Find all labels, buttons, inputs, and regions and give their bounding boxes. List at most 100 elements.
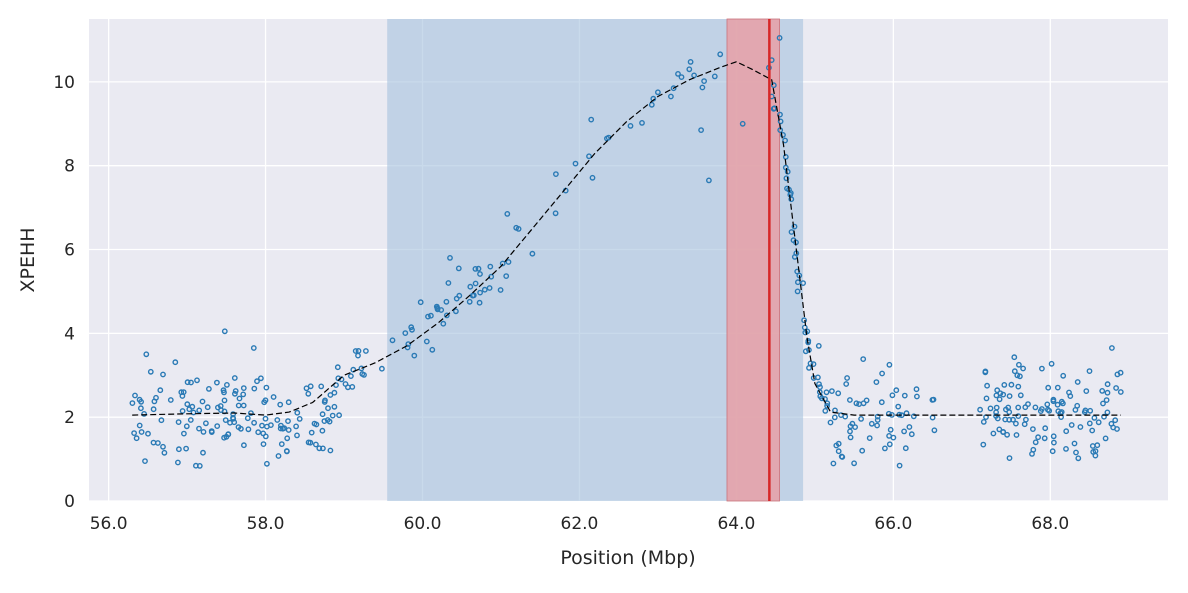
data-point — [990, 430, 997, 437]
data-point — [802, 348, 809, 355]
data-point — [699, 84, 706, 91]
data-point — [824, 402, 830, 409]
data-point — [200, 449, 206, 456]
data-point — [1004, 431, 1010, 438]
data-point — [1015, 413, 1022, 419]
data-point — [1032, 439, 1039, 446]
data-point — [402, 330, 409, 336]
data-point — [801, 317, 807, 324]
trend-line — [132, 61, 1121, 416]
data-point — [795, 279, 801, 286]
data-point — [133, 435, 140, 442]
data-point — [788, 196, 795, 203]
data-point — [1030, 426, 1036, 432]
data-point — [1109, 345, 1115, 351]
data-point — [856, 401, 862, 407]
data-point — [889, 392, 896, 399]
y-tick-label: 4 — [64, 324, 75, 344]
data-point — [254, 378, 260, 385]
data-point — [997, 390, 1004, 397]
data-point — [447, 254, 453, 261]
data-point — [890, 434, 897, 441]
data-point — [158, 417, 165, 424]
data-point — [389, 337, 396, 344]
data-point — [188, 379, 194, 386]
data-point — [325, 405, 331, 412]
data-point — [1086, 368, 1093, 374]
data-point — [344, 384, 351, 391]
data-point — [167, 397, 174, 403]
data-point — [783, 175, 790, 182]
data-point — [329, 412, 336, 419]
data-point — [1000, 391, 1007, 398]
data-point — [1014, 372, 1021, 379]
data-point — [505, 259, 512, 265]
data-point — [1016, 361, 1022, 368]
data-point — [200, 428, 207, 435]
data-point — [1005, 404, 1012, 411]
x-tick-label: 66.0 — [874, 514, 912, 534]
data-point — [184, 379, 191, 386]
data-point — [336, 412, 342, 419]
data-point — [470, 292, 477, 299]
data-point — [977, 406, 983, 413]
data-point — [1066, 389, 1072, 396]
data-point — [784, 168, 791, 175]
data-point — [347, 373, 354, 379]
data-point — [687, 59, 694, 65]
data-point — [217, 403, 224, 409]
data-point — [849, 420, 856, 427]
data-point — [1021, 421, 1028, 428]
data-point — [131, 430, 138, 436]
data-point — [996, 426, 1003, 433]
data-point — [930, 396, 937, 403]
data-point — [844, 375, 850, 381]
x-tick-label: 64.0 — [717, 514, 755, 534]
data-point — [319, 427, 326, 434]
data-point — [1060, 400, 1066, 407]
data-point — [1094, 442, 1101, 449]
data-point — [327, 447, 334, 454]
data-point — [261, 399, 268, 406]
data-point — [138, 429, 145, 435]
data-point — [196, 407, 203, 414]
data-point — [739, 120, 746, 127]
data-point — [190, 409, 197, 416]
y-axis-title: XPEHH — [17, 227, 39, 292]
data-point — [1054, 384, 1061, 391]
data-point — [639, 120, 645, 126]
data-point — [874, 413, 881, 420]
data-point — [886, 441, 893, 448]
data-point — [1103, 397, 1110, 403]
data-point — [425, 313, 431, 320]
data-point — [312, 441, 319, 448]
data-point — [847, 397, 853, 403]
data-point — [982, 369, 989, 376]
data-point — [860, 356, 867, 362]
data-point — [1013, 432, 1020, 438]
data-point — [487, 263, 494, 270]
data-point — [497, 287, 504, 293]
data-point — [996, 396, 1003, 403]
data-point — [275, 453, 282, 459]
data-point — [202, 420, 209, 427]
x-tick-label: 62.0 — [561, 514, 599, 534]
data-point — [333, 382, 339, 388]
y-tick-label: 8 — [64, 157, 75, 177]
data-point — [326, 418, 333, 425]
data-point — [777, 118, 784, 125]
data-point — [983, 395, 990, 402]
data-point — [1117, 389, 1124, 395]
data-point — [1017, 392, 1024, 399]
data-point — [994, 387, 1001, 394]
data-point — [901, 392, 908, 399]
data-point — [251, 385, 258, 392]
data-point — [230, 415, 237, 422]
data-point — [466, 298, 473, 305]
data-point — [352, 348, 359, 354]
data-point — [1039, 365, 1045, 372]
data-point — [263, 460, 270, 467]
data-point — [160, 443, 166, 450]
data-point — [240, 402, 247, 409]
data-point — [866, 435, 873, 441]
